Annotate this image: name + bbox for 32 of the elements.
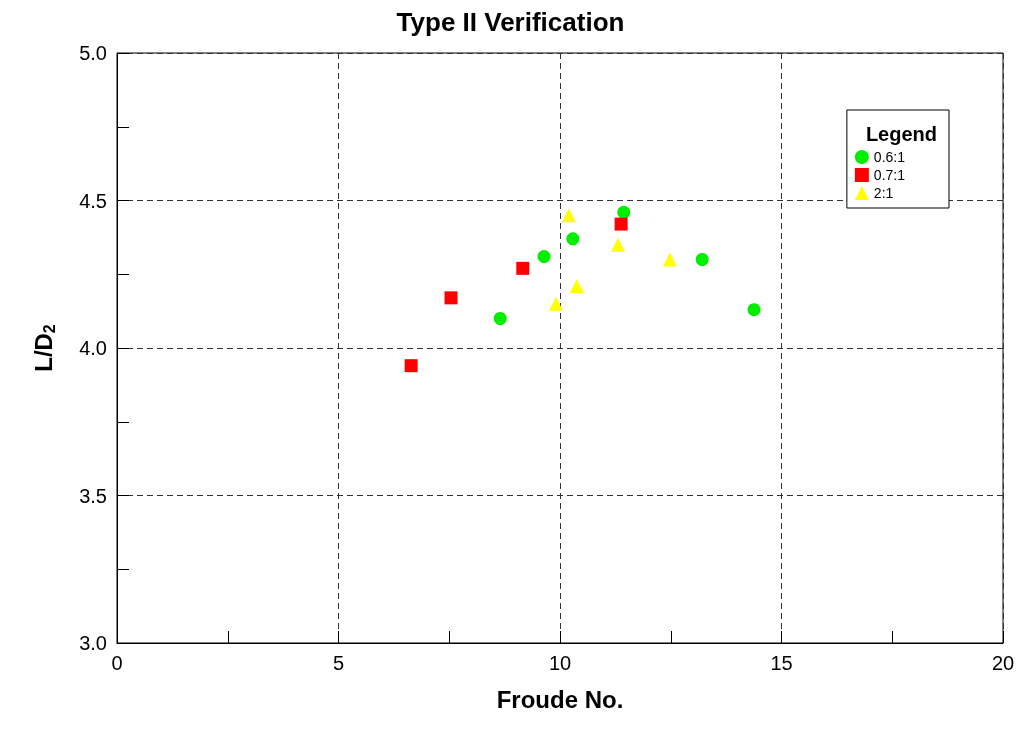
point	[569, 279, 584, 294]
x-axis-title: Froude No.	[496, 685, 624, 713]
point	[695, 253, 709, 266]
x-tick-label: 20	[991, 652, 1015, 674]
point	[537, 250, 551, 264]
chart-title: Type II Verification	[396, 7, 625, 37]
y-tick-label: 3.5	[79, 484, 107, 507]
x-tick-label: 5	[332, 652, 345, 674]
legend-label: 0.6:1	[873, 149, 906, 165]
point	[444, 291, 458, 305]
x-tick-label: 10	[548, 652, 572, 674]
point	[404, 359, 418, 373]
y-tick-label: 4.5	[79, 189, 107, 212]
legend-title: Legend	[865, 123, 938, 145]
point	[566, 232, 580, 246]
point	[747, 303, 761, 317]
point	[611, 237, 626, 252]
x-tick-label: 15	[770, 652, 793, 674]
y-tick-label: 5.0	[79, 42, 107, 64]
point	[614, 217, 628, 231]
point	[493, 312, 507, 325]
legend-label: 2:1	[873, 185, 894, 201]
y-axis-title: L/D2	[29, 324, 58, 372]
point	[561, 208, 576, 223]
x-tick-label: 0	[111, 652, 123, 674]
point	[662, 252, 677, 267]
point	[549, 296, 564, 311]
y-tick-label: 4.0	[79, 337, 107, 359]
point	[516, 261, 530, 275]
legend-label: 0.7:1	[873, 167, 906, 183]
point	[617, 205, 631, 219]
y-tick-label: 3.0	[79, 632, 107, 654]
